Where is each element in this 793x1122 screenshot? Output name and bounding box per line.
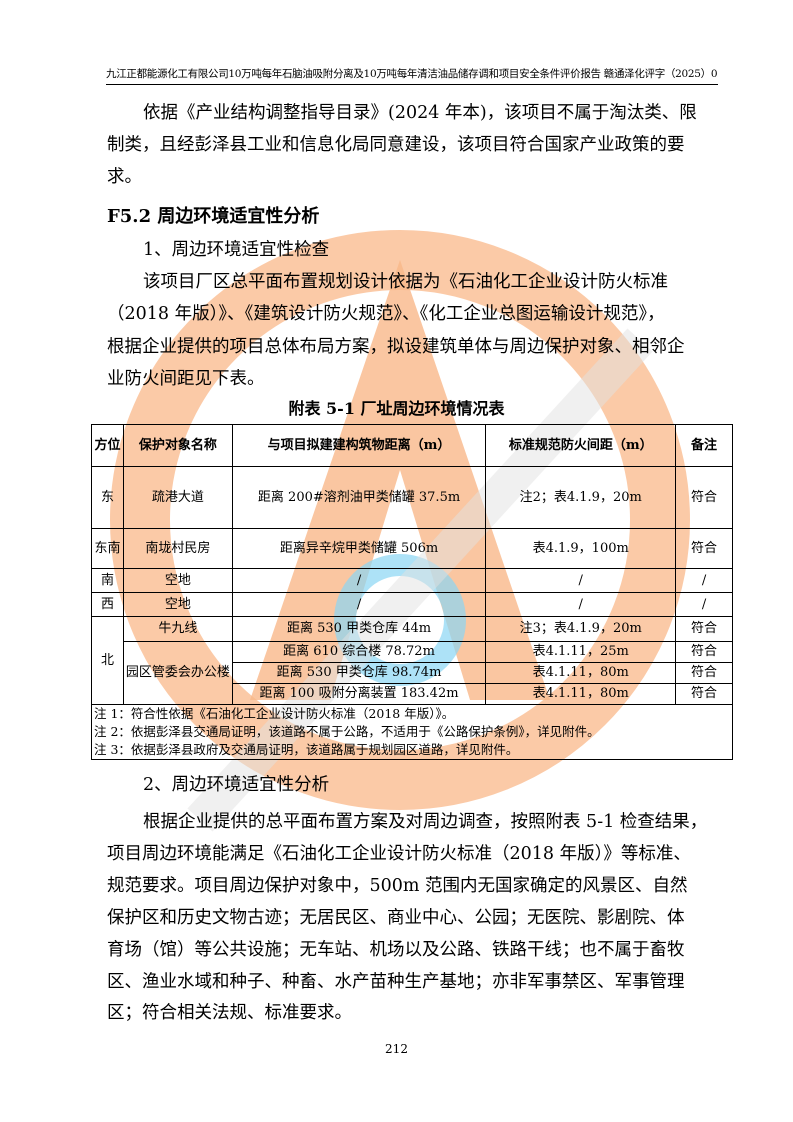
- para3-line: 育场（馆）等公共设施；无车站、机场以及公路、铁路干线；也不属于畜牧: [107, 940, 685, 960]
- cell: 距离 610 综合楼 78.72m: [231, 641, 487, 663]
- cell: 表4.1.11，80m: [485, 683, 677, 705]
- page-number: 212: [385, 1042, 408, 1056]
- cell: 东南: [91, 528, 124, 569]
- para3-line: 区、渔业水域和种子、种畜、水产苗种生产基地；亦非军事禁区、军事管理: [107, 972, 685, 992]
- para1-line: 制类，且经彭泽县工业和信息化局同意建设，该项目符合国家产业政策的要: [107, 135, 685, 155]
- para1-line: 求。: [107, 167, 142, 187]
- subheading-1: 1、周边环境适宜性检查: [143, 240, 330, 260]
- cell: /: [485, 568, 677, 593]
- cell: 表4.1.11，80m: [485, 662, 677, 684]
- cell: 距离 200#溶剂油甲类储罐 37.5m: [231, 466, 487, 529]
- header-cell: 与项目拟建建构筑物距离（m）: [231, 424, 487, 467]
- cell: 西: [91, 592, 124, 617]
- table-row: 东南 南垅村民房 距离异辛烷甲类储罐 506m 表4.1.9，100m 符合: [91, 528, 733, 569]
- cell: 距离异辛烷甲类储罐 506m: [231, 528, 487, 569]
- running-header: 九江正都能源化工有限公司10万吨每年石脑油吸附分离及10万吨每年清洁油品储存调和…: [106, 66, 718, 85]
- cell: 南: [91, 568, 124, 593]
- cell: 符合: [675, 528, 733, 569]
- table-notes-row: 注 1：符合性依据《石油化工企业设计防火标准（2018 年版）》。 注 2：依据…: [91, 704, 733, 760]
- note: 注 1：符合性依据《石油化工企业设计防火标准（2018 年版）》。: [94, 706, 455, 721]
- para2-line: 根据企业提供的项目总体布局方案，拟设建筑单体与周边保护对象、相邻企: [107, 337, 685, 357]
- para3-line: 根据企业提供的总平面布置方案及对周边调查，按照附表 5-1 检查结果，: [143, 812, 708, 832]
- cell: 符合: [675, 616, 733, 642]
- para2-line: 业防火间距见下表。: [107, 369, 265, 389]
- cell: 距离 100 吸附分离装置 183.42m: [231, 683, 487, 705]
- para3-line: 项目周边环境能满足《石油化工企业设计防火标准（2018 年版）》等标准、: [107, 844, 691, 864]
- cell: 东: [91, 466, 124, 529]
- table-title: 附表 5-1 厂址周边环境情况表: [288, 399, 505, 418]
- cell: 距离 530 甲类仓库 44m: [231, 616, 487, 642]
- para3-line: 规范要求。项目周边保护对象中，500m 范围内无国家确定的风景区、自然: [107, 876, 688, 896]
- header-cell: 方位: [91, 424, 124, 467]
- table-header-row: 方位 保护对象名称 与项目拟建建构筑物距离（m） 标准规范防火间距（m） 备注: [91, 424, 733, 467]
- cell: 北: [91, 616, 124, 705]
- cell: 园区管委会办公楼: [122, 641, 233, 705]
- header-cell: 保护对象名称: [122, 424, 233, 467]
- cell: 牛九线: [122, 616, 233, 642]
- table-notes: 注 1：符合性依据《石油化工企业设计防火标准（2018 年版）》。 注 2：依据…: [91, 704, 733, 760]
- cell: 空地: [122, 568, 233, 593]
- cell: 符合: [675, 466, 733, 529]
- header-cell: 标准规范防火间距（m）: [485, 424, 677, 467]
- cell: 距离 530 甲类仓库 98.74m: [231, 662, 487, 684]
- table-row: 园区管委会办公楼 距离 610 综合楼 78.72m 表4.1.11，25m 符…: [92, 641, 733, 705]
- cell: 符合: [675, 641, 733, 663]
- para3-line: 保护区和历史文物古迹；无居民区、商业中心、公园；无医院、影剧院、体: [107, 908, 685, 928]
- para2-line: 该项目厂区总平面布置规划设计依据为《石油化工企业设计防火标准: [143, 272, 668, 292]
- header-cell: 备注: [675, 424, 733, 467]
- table-row: 西 空地 / / /: [91, 592, 733, 617]
- subheading-2: 2、周边环境适宜性分析: [143, 775, 330, 795]
- cell: 注3；表4.1.9，20m: [485, 616, 677, 642]
- cell: /: [231, 592, 487, 617]
- cell: 疏港大道: [122, 466, 233, 529]
- table-row: 北 牛九线 距离 530 甲类仓库 44m 注3；表4.1.9，20m 符合: [91, 616, 733, 705]
- cell: 南垅村民房: [122, 528, 233, 569]
- environment-table: 方位 保护对象名称 与项目拟建建构筑物距离（m） 标准规范防火间距（m） 备注 …: [91, 424, 733, 760]
- cell: /: [231, 568, 487, 593]
- table-row: 南 空地 / / /: [91, 568, 733, 593]
- table-row: 东 疏港大道 距离 200#溶剂油甲类储罐 37.5m 注2；表4.1.9，20…: [91, 466, 733, 529]
- cell: /: [675, 592, 733, 617]
- note: 注 2：依据彭泽县交通局证明，该道路不属于公路，不适用于《公路保护条例》，详见附…: [94, 724, 600, 739]
- note: 注 3：依据彭泽县政府及交通局证明，该道路属于规划园区道路，详见附件。: [94, 742, 519, 757]
- cell: 注2；表4.1.9，20m: [485, 466, 677, 529]
- cell: 表4.1.11，25m: [485, 641, 677, 663]
- para3-line: 区；符合相关法规、标准要求。: [107, 1003, 352, 1023]
- cell: /: [675, 568, 733, 593]
- cell: /: [485, 592, 677, 617]
- para2-line: （2018 年版）》、《建筑设计防火规范》、《化工企业总图运输设计规范》，: [107, 304, 665, 324]
- para1-line: 依据《产业结构调整指导目录》(2024 年本)，该项目不属于淘汰类、限: [143, 103, 697, 123]
- section-heading: F5.2 周边环境适宜性分析: [107, 206, 320, 227]
- cell: 表4.1.9，100m: [485, 528, 677, 569]
- cell: 空地: [122, 592, 233, 617]
- cell: 符合: [675, 683, 733, 705]
- cell: 符合: [675, 662, 733, 684]
